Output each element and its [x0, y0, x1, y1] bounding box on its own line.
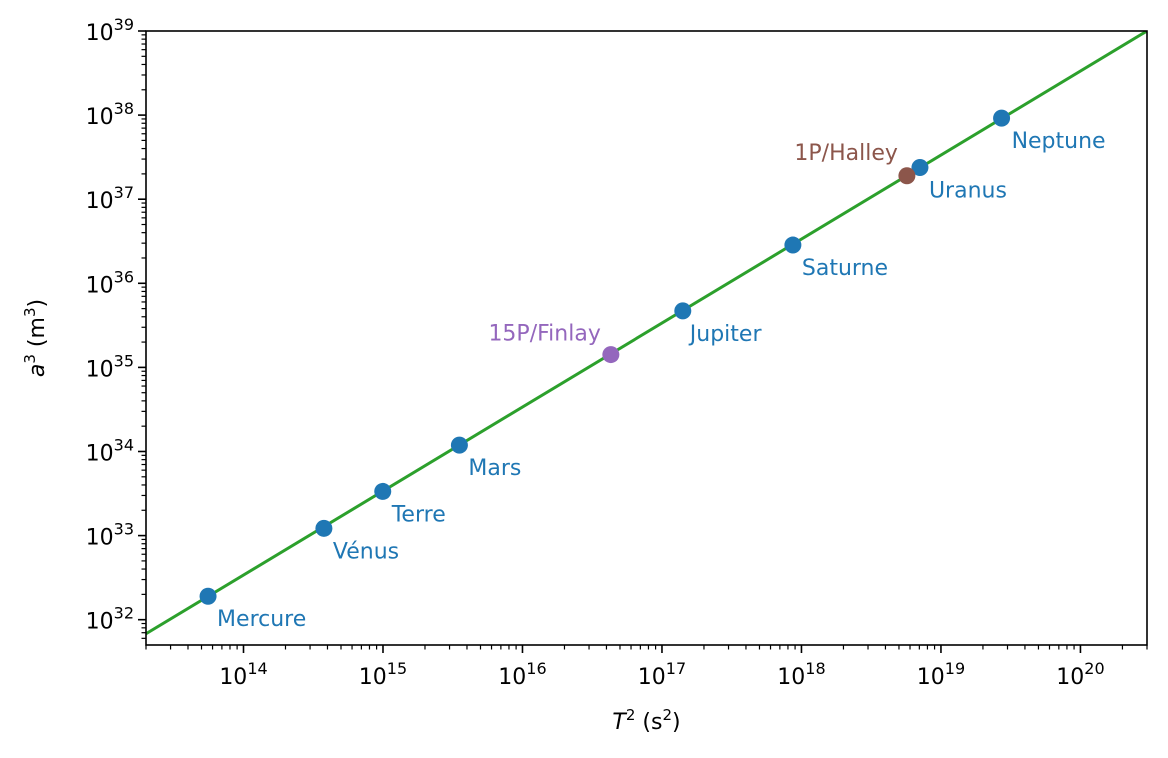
point-label-mars: Mars: [468, 456, 521, 481]
point-label-neptune: Neptune: [1012, 129, 1106, 154]
xlabel-sup: 2: [626, 706, 636, 724]
ylabel-unit: (m: [25, 317, 50, 354]
point-label-15p-finlay: 15P/Finlay: [488, 322, 600, 347]
y-tick-label: 1034: [86, 435, 134, 466]
y-tick-label: 1032: [86, 604, 134, 635]
y-tick-exp: 34: [114, 435, 134, 454]
data-point-15p-finlay: [602, 346, 620, 364]
xlabel-base: T: [612, 710, 627, 735]
data-point-1p-halley: [898, 167, 916, 185]
x-tick-base: 10: [777, 665, 805, 690]
x-tick-exp: 16: [526, 659, 546, 678]
ylabel-base: a: [25, 364, 50, 377]
x-tick-base: 10: [917, 665, 945, 690]
data-point-jupiter: [674, 302, 692, 320]
y-tick-label: 1036: [86, 267, 134, 298]
point-label-mercure: Mercure: [217, 607, 306, 632]
y-tick-base: 10: [86, 105, 114, 130]
data-point-mercure: [199, 587, 217, 605]
ylabel-close: ): [25, 299, 50, 308]
ylabel-unit-sup: 3: [21, 308, 39, 318]
data-point-neptune: [993, 109, 1011, 127]
y-tick-base: 10: [86, 526, 114, 551]
y-tick-label: 1039: [86, 15, 134, 46]
y-tick-base: 10: [86, 273, 114, 298]
axes: 1014 1015 1016 1017 1018 1019 1020103210331034…: [21, 15, 1148, 735]
x-tick-exp: 18: [805, 659, 825, 678]
x-tick-exp: 20: [1084, 659, 1104, 678]
y-axis-label: a3 (m3): [21, 299, 50, 377]
xlabel-unit: (s: [635, 710, 662, 735]
point-label-jupiter: Jupiter: [688, 322, 763, 347]
xlabel-close: ): [672, 710, 681, 735]
y-tick-exp: 35: [114, 351, 134, 370]
x-tick-label: 1017: [638, 659, 686, 690]
y-tick-exp: 36: [114, 267, 134, 286]
y-tick-base: 10: [86, 189, 114, 214]
x-tick-base: 10: [638, 665, 666, 690]
y-tick-label: 1037: [86, 183, 134, 214]
y-tick-exp: 38: [114, 99, 134, 118]
x-tick-exp: 19: [945, 659, 965, 678]
y-tick-label: 1033: [86, 520, 134, 551]
y-tick-base: 10: [86, 610, 114, 635]
x-tick-base: 10: [219, 665, 247, 690]
plot-frame: [145, 30, 1148, 646]
point-label-1p-halley: 1P/Halley: [794, 141, 897, 166]
point-label-terre: Terre: [391, 502, 446, 527]
y-tick-exp: 33: [114, 520, 134, 539]
point-label-uranus: Uranus: [929, 179, 1007, 204]
y-tick-label: 1038: [86, 99, 134, 130]
x-tick-exp: 15: [387, 659, 407, 678]
x-tick-label: 1015: [359, 659, 407, 690]
ylabel-sup: 3: [21, 354, 39, 364]
x-tick-base: 10: [498, 665, 526, 690]
y-tick-exp: 39: [114, 15, 134, 34]
x-tick-exp: 14: [247, 659, 267, 678]
x-axis-label: T2 (s2): [612, 706, 680, 735]
data-point-uranus: [911, 159, 929, 177]
y-tick-base: 10: [86, 441, 114, 466]
x-tick-label: 1018: [777, 659, 825, 690]
x-tick-label: 1016: [498, 659, 546, 690]
y-tick-base: 10: [86, 357, 114, 382]
point-label-v-nus: Vénus: [333, 539, 399, 564]
data-point-saturne: [784, 236, 802, 254]
y-tick-exp: 32: [114, 604, 134, 623]
y-tick-base: 10: [86, 21, 114, 46]
plot-area: Mercure Vénus Terre Mars Jupiter Saturne Uranu…: [146, 31, 1147, 636]
data-point-terre: [374, 482, 392, 500]
data-point-v-nus: [315, 519, 333, 537]
fit-line: [146, 31, 1147, 636]
point-label-saturne: Saturne: [802, 256, 888, 281]
x-tick-label: 1019: [917, 659, 965, 690]
x-tick-base: 10: [1056, 665, 1084, 690]
data-point-mars: [450, 436, 468, 454]
y-tick-exp: 37: [114, 183, 134, 202]
x-tick-base: 10: [359, 665, 387, 690]
x-tick-label: 1020: [1056, 659, 1104, 690]
xlabel-unit-sup: 2: [662, 706, 672, 724]
x-tick-label: 1014: [219, 659, 267, 690]
x-tick-exp: 17: [666, 659, 686, 678]
y-tick-label: 1035: [86, 351, 134, 382]
